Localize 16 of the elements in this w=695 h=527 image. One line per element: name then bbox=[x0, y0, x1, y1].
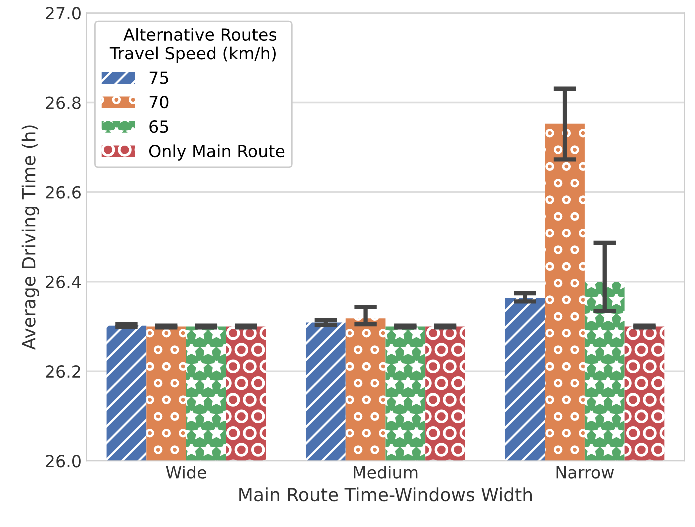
legend-label: 75 bbox=[150, 72, 168, 84]
legend-label: 70 bbox=[150, 96, 169, 109]
y-tick-label: 26.8 bbox=[46, 96, 81, 110]
y-tick-label: 26.2 bbox=[46, 365, 80, 378]
y-axis-title: Average Driving Time (h) bbox=[22, 126, 40, 350]
x-tick-label: Narrow bbox=[556, 466, 614, 479]
y-tick-label: 26.6 bbox=[46, 186, 81, 199]
x-tick-label: Wide bbox=[166, 466, 206, 479]
y-tick-label: 26.4 bbox=[46, 276, 82, 289]
x-axis-title: Main Route Time-Windows Width bbox=[240, 488, 532, 502]
x-tick-label: Medium bbox=[354, 466, 418, 479]
legend-label: Only Main Route bbox=[149, 144, 285, 161]
legend-label: 65 bbox=[150, 120, 168, 134]
y-tick-label: 27.0 bbox=[46, 7, 81, 20]
legend-title: Alternative Routes Travel Speed (km/h) bbox=[110, 28, 277, 63]
y-tick-label: 26.0 bbox=[46, 455, 81, 468]
